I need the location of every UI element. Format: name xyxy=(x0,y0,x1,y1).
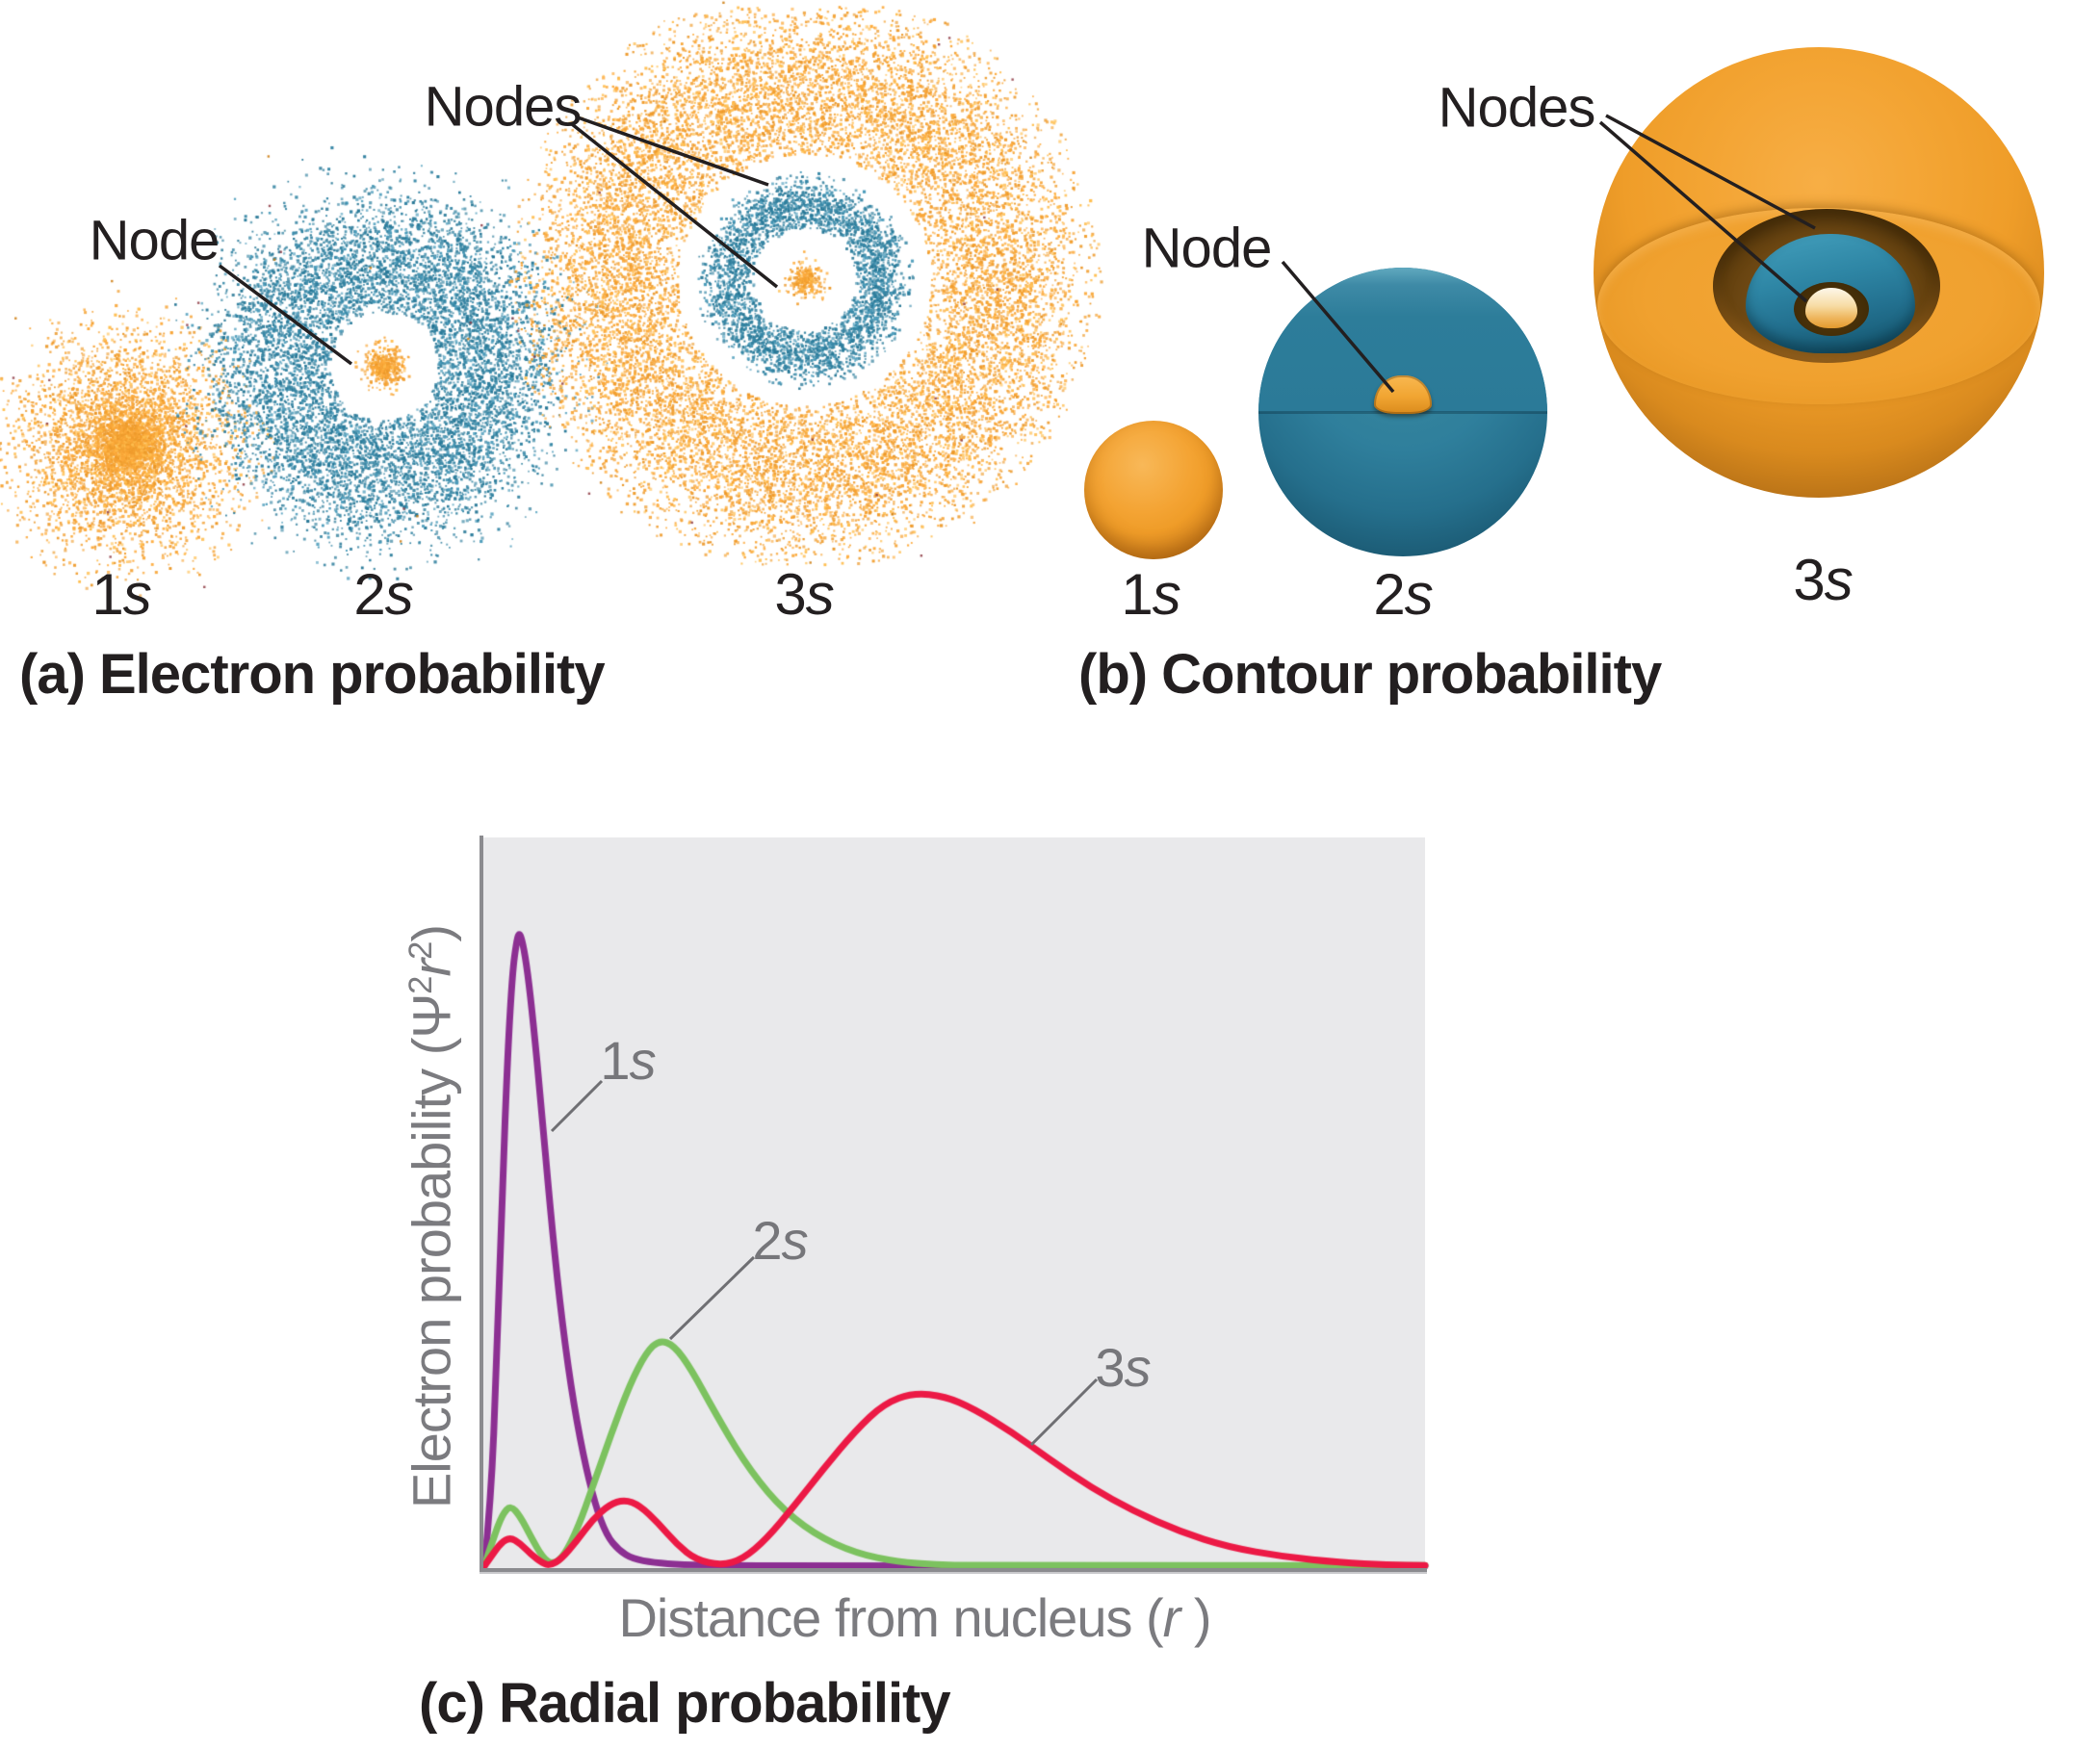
leader-line-a-node xyxy=(218,264,353,366)
contour-sphere-3s xyxy=(1594,47,2044,498)
leader-line-c-2s xyxy=(668,1255,756,1341)
leader-line-b-node xyxy=(1281,260,1395,394)
panel-a-orbital-label-3s: 3s xyxy=(774,562,834,627)
panel-b-orbital-label-2s: 2s xyxy=(1373,562,1433,627)
panel-a-node-label: Node xyxy=(89,209,220,272)
leader-line-c-3s xyxy=(1029,1378,1099,1447)
leader-line-c-1s xyxy=(550,1079,604,1133)
panel-b-caption: (b) Contour probability xyxy=(1078,643,1662,706)
radial-plot-x-axis xyxy=(480,1568,1427,1572)
panel-b-orbital-label-3s: 3s xyxy=(1793,548,1853,612)
panel-c-caption: (c) Radial probability xyxy=(419,1672,951,1735)
panel-b-orbital-label-1s: 1s xyxy=(1121,562,1180,627)
radial-plot-y-axis xyxy=(480,836,483,1572)
panel-a-orbital-label-2s: 2s xyxy=(353,562,413,627)
curve-label-1s: 1s xyxy=(600,1030,656,1091)
leader-line-b-nodes-outer xyxy=(1605,114,1816,230)
leader-line-a-nodes-inner xyxy=(570,122,779,289)
curve-label-3s: 3s xyxy=(1095,1337,1151,1398)
radial-plot-x-axis-shadow xyxy=(480,1572,1427,1574)
contour-sphere-1s xyxy=(1084,421,1223,559)
leader-line-a-nodes-outer xyxy=(577,116,769,187)
panel-a-nodes-label: Nodes xyxy=(424,75,583,139)
sphere-3s-nucleus-dome xyxy=(1805,288,1857,328)
leader-line-b-nodes-inner xyxy=(1598,120,1808,303)
x-axis-label: Distance from nucleus (r ) xyxy=(618,1587,1211,1648)
panel-b-nodes-label: Nodes xyxy=(1438,76,1596,140)
panel-a-orbital-label-1s: 1s xyxy=(91,562,151,627)
curve-label-2s: 2s xyxy=(752,1210,808,1271)
panel-a-caption: (a) Electron probability xyxy=(19,643,606,706)
panel-b-node-label: Node xyxy=(1141,217,1273,280)
